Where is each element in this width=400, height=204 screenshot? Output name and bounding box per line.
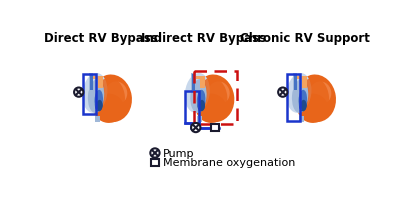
Circle shape <box>191 123 200 133</box>
Polygon shape <box>98 76 102 89</box>
Circle shape <box>150 149 160 158</box>
Ellipse shape <box>190 80 208 113</box>
Ellipse shape <box>94 90 103 110</box>
Bar <box>211 124 219 131</box>
Ellipse shape <box>208 82 230 105</box>
Ellipse shape <box>95 100 102 112</box>
Ellipse shape <box>197 90 206 110</box>
Ellipse shape <box>300 100 307 111</box>
Polygon shape <box>293 73 297 91</box>
Ellipse shape <box>185 74 210 113</box>
Polygon shape <box>302 76 307 89</box>
Ellipse shape <box>106 82 127 105</box>
Ellipse shape <box>296 75 336 122</box>
Ellipse shape <box>197 100 205 112</box>
Circle shape <box>278 88 287 97</box>
Ellipse shape <box>298 90 307 110</box>
Ellipse shape <box>96 100 102 111</box>
Ellipse shape <box>199 100 205 111</box>
Ellipse shape <box>294 82 308 111</box>
Text: Membrane oxygenation: Membrane oxygenation <box>163 157 295 167</box>
Ellipse shape <box>96 78 125 118</box>
Polygon shape <box>297 76 302 80</box>
Polygon shape <box>89 73 93 91</box>
Bar <box>287 74 300 122</box>
Polygon shape <box>191 73 196 91</box>
Ellipse shape <box>194 75 234 122</box>
Ellipse shape <box>88 80 105 113</box>
Polygon shape <box>192 74 195 90</box>
Polygon shape <box>93 76 98 80</box>
Circle shape <box>74 88 83 97</box>
Ellipse shape <box>300 78 329 118</box>
Ellipse shape <box>296 87 308 112</box>
Ellipse shape <box>92 87 103 112</box>
Ellipse shape <box>310 82 331 105</box>
Polygon shape <box>294 74 297 90</box>
Ellipse shape <box>195 87 206 112</box>
Ellipse shape <box>82 74 108 113</box>
Ellipse shape <box>298 94 328 123</box>
Bar <box>194 72 236 124</box>
Ellipse shape <box>92 75 132 122</box>
Polygon shape <box>90 74 92 90</box>
Polygon shape <box>197 116 202 123</box>
Bar <box>151 159 159 166</box>
Ellipse shape <box>192 82 207 111</box>
Polygon shape <box>299 116 304 123</box>
Bar <box>185 91 199 123</box>
Polygon shape <box>95 116 100 123</box>
Ellipse shape <box>292 80 309 113</box>
Polygon shape <box>196 76 200 80</box>
Ellipse shape <box>93 94 124 123</box>
Ellipse shape <box>90 82 104 111</box>
Polygon shape <box>200 76 205 89</box>
Text: Chronic RV Support: Chronic RV Support <box>240 32 370 45</box>
Ellipse shape <box>286 74 312 113</box>
Ellipse shape <box>299 100 307 112</box>
Text: Direct RV Bypass: Direct RV Bypass <box>44 32 158 45</box>
Ellipse shape <box>196 94 226 123</box>
Bar <box>83 74 96 114</box>
Text: Indirect RV Bypass: Indirect RV Bypass <box>141 32 266 45</box>
Text: Pump: Pump <box>163 148 194 158</box>
Ellipse shape <box>198 78 227 118</box>
